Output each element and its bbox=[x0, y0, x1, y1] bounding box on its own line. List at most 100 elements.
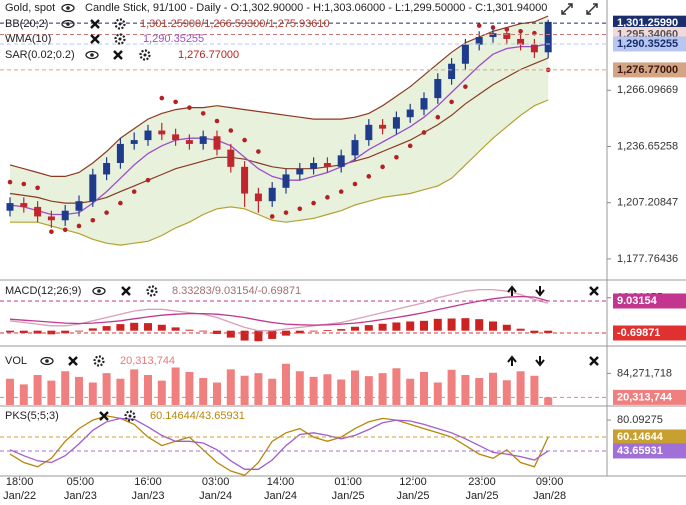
x-tick-date: Jan/24 bbox=[199, 490, 232, 502]
y-tick-label: 1,177.76436 bbox=[617, 253, 678, 265]
candle-body bbox=[337, 155, 345, 167]
bar bbox=[461, 375, 470, 405]
y-tick-label: 1,266.09669 bbox=[617, 84, 678, 96]
close-button[interactable] bbox=[589, 286, 599, 296]
x-tick-time: 05:00 bbox=[67, 476, 95, 488]
x-tick-time: 12:00 bbox=[399, 476, 427, 488]
eye-pupil bbox=[90, 53, 94, 57]
gear-hub bbox=[128, 414, 132, 418]
x-tick-date: Jan/25 bbox=[396, 490, 429, 502]
bar bbox=[378, 373, 387, 405]
band-mid-line bbox=[9, 57, 549, 204]
candle-body bbox=[158, 130, 166, 135]
bar bbox=[130, 369, 139, 405]
close-shape bbox=[90, 34, 100, 44]
candle-body bbox=[530, 44, 538, 53]
down-button[interactable] bbox=[535, 286, 545, 297]
close-button[interactable] bbox=[121, 286, 131, 296]
price-tag bbox=[613, 429, 686, 445]
price-tag-label: 43.65931 bbox=[617, 445, 663, 457]
x-tick-time: 18:00 bbox=[6, 476, 34, 488]
down-shape bbox=[535, 286, 545, 297]
candle-body bbox=[434, 79, 442, 99]
eye-button[interactable] bbox=[61, 3, 75, 13]
bar bbox=[185, 372, 194, 405]
bar bbox=[295, 371, 304, 405]
bar bbox=[378, 323, 387, 331]
gear-shape bbox=[93, 355, 105, 367]
overlay-name: SAR(0.02;0.2) bbox=[5, 49, 75, 61]
close-button[interactable] bbox=[68, 356, 78, 366]
candle-body bbox=[47, 216, 55, 221]
bar bbox=[489, 321, 497, 331]
gear-button[interactable] bbox=[114, 18, 126, 30]
sar-dot bbox=[297, 206, 303, 212]
eye-pupil bbox=[66, 6, 70, 10]
gear-button[interactable] bbox=[139, 49, 151, 61]
candle-body bbox=[103, 162, 111, 175]
x-tick-date: Jan/23 bbox=[64, 490, 97, 502]
candle-body bbox=[268, 187, 276, 202]
down-button[interactable] bbox=[535, 356, 545, 367]
x-tick-time: 01:00 bbox=[334, 476, 362, 488]
candle-body bbox=[461, 44, 469, 64]
candle-body bbox=[296, 168, 304, 175]
gear-shape bbox=[114, 33, 126, 45]
eye-button[interactable] bbox=[92, 286, 106, 296]
bar bbox=[268, 330, 277, 339]
sar-dot bbox=[352, 181, 358, 187]
x-tick-time: 23:00 bbox=[468, 476, 496, 488]
expand-button[interactable] bbox=[586, 3, 598, 15]
sar-dot bbox=[7, 179, 13, 185]
bar bbox=[213, 330, 221, 334]
gear-button[interactable] bbox=[114, 33, 126, 45]
close-button[interactable] bbox=[90, 19, 100, 29]
bar bbox=[144, 375, 152, 405]
expand-button[interactable] bbox=[561, 3, 573, 15]
eye-pupil bbox=[66, 22, 70, 26]
bar bbox=[199, 330, 208, 332]
sar-dot bbox=[311, 200, 316, 206]
indicator-line bbox=[9, 415, 549, 477]
sar-dot bbox=[449, 99, 454, 105]
candle-body bbox=[75, 201, 83, 211]
close-button[interactable] bbox=[113, 50, 123, 60]
gear-button[interactable] bbox=[146, 285, 158, 297]
close-button[interactable] bbox=[90, 34, 100, 44]
eye-button[interactable] bbox=[85, 50, 99, 60]
panel-title: MACD(12;26;9) bbox=[5, 285, 81, 297]
expand-shape bbox=[586, 3, 598, 15]
price-tag-label: -0.69871 bbox=[617, 327, 660, 339]
sar-dot bbox=[338, 189, 344, 194]
bar bbox=[420, 320, 428, 331]
overlay-name: WMA(10) bbox=[5, 33, 51, 45]
sar-dot bbox=[242, 137, 247, 143]
x-tick-date: Jan/25 bbox=[465, 490, 498, 502]
close-button[interactable] bbox=[99, 411, 109, 421]
gear-hub bbox=[97, 359, 101, 363]
sar-dot bbox=[76, 223, 82, 229]
price-tag-label: 20,313,744 bbox=[617, 391, 673, 403]
close-shape bbox=[113, 50, 123, 60]
up-button[interactable] bbox=[507, 285, 517, 296]
close-button[interactable] bbox=[589, 356, 599, 366]
sar-dot bbox=[228, 128, 234, 133]
bar bbox=[337, 329, 346, 331]
bar bbox=[33, 375, 42, 405]
eye-button[interactable] bbox=[40, 356, 54, 366]
gear-button[interactable] bbox=[93, 355, 105, 367]
x-tick-time: 14:00 bbox=[267, 476, 295, 488]
price-tag bbox=[613, 293, 686, 309]
gear-hub bbox=[118, 37, 122, 41]
up-button[interactable] bbox=[507, 355, 517, 366]
gear-button[interactable] bbox=[124, 410, 136, 422]
eye-button[interactable] bbox=[61, 19, 75, 29]
bar bbox=[47, 380, 56, 405]
close-shape bbox=[589, 356, 599, 366]
bar bbox=[461, 318, 470, 331]
y-tick-label: 1,236.65258 bbox=[617, 140, 678, 152]
sar-dot bbox=[394, 154, 399, 160]
candle-body bbox=[365, 124, 373, 141]
candle-body bbox=[254, 193, 262, 202]
